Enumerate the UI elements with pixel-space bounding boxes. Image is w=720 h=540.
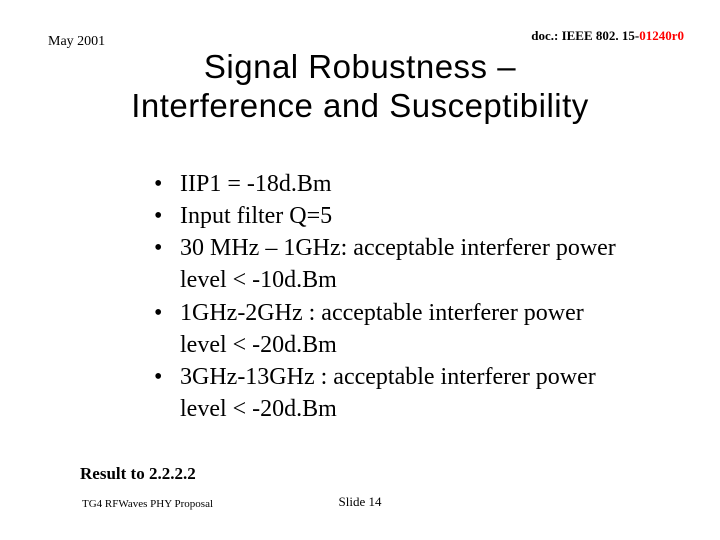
title-line-1: Signal Robustness – <box>204 48 516 85</box>
bullet-list: IIP1 = -18d.Bm Input filter Q=5 30 MHz –… <box>150 168 620 425</box>
list-item: IIP1 = -18d.Bm <box>150 168 620 200</box>
footer-slide-number: Slide 14 <box>0 494 720 510</box>
list-item: 30 MHz – 1GHz: acceptable interferer pow… <box>150 232 620 296</box>
slide-title: Signal Robustness – Interference and Sus… <box>0 48 720 126</box>
title-line-2: Interference and Susceptibility <box>131 87 589 124</box>
result-label: Result to 2.2.2.2 <box>80 464 196 484</box>
doc-revision: 01240r0 <box>639 28 684 43</box>
slide: May 2001 doc.: IEEE 802. 15-01240r0 Sign… <box>0 0 720 540</box>
list-item: Input filter Q=5 <box>150 200 620 232</box>
list-item: 1GHz-2GHz : acceptable interferer power … <box>150 297 620 361</box>
list-item: 3GHz-13GHz : acceptable interferer power… <box>150 361 620 425</box>
doc-prefix: doc.: IEEE 802. 15- <box>531 28 639 43</box>
doc-reference: doc.: IEEE 802. 15-01240r0 <box>531 28 684 44</box>
